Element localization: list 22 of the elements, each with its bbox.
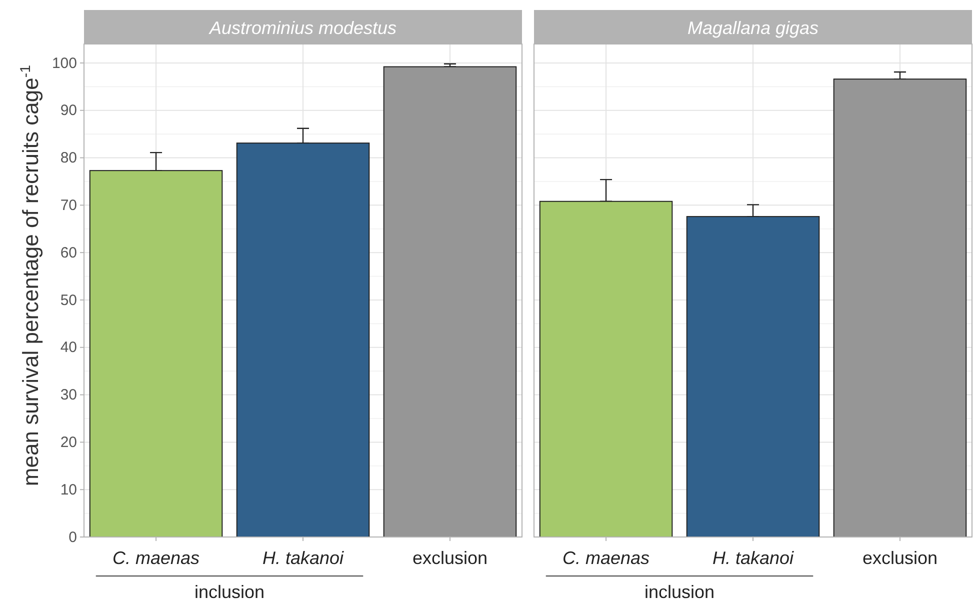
text: inclusion [194, 582, 265, 602]
y-tick-label: 80 [60, 150, 77, 167]
bar [383, 66, 517, 538]
y-tick-label: 90 [60, 102, 77, 120]
y-tick-label: 60 [60, 244, 77, 262]
y-tick-label: 50 [60, 292, 77, 309]
y-tick-label: 40 [60, 339, 77, 356]
x-tick-label: H. takanoi [262, 548, 345, 568]
y-tick-label: 100 [52, 54, 77, 72]
y-tick-label: 30 [60, 386, 77, 404]
x-tick-label: H. takanoi [712, 548, 795, 568]
x-tick-label: C. maenas [562, 548, 650, 568]
x-tick-label: exclusion [412, 548, 488, 568]
y-tick-label: 0 [68, 528, 77, 546]
x-tick-label: exclusion [862, 548, 938, 568]
y-tick-label: 20 [60, 434, 77, 451]
chart-title: Magallana gigas [687, 18, 819, 38]
x-tick-label: C. maenas [112, 548, 200, 568]
y-tick-label: 70 [60, 196, 77, 214]
y-tick-label: 10 [60, 481, 77, 498]
chart-title: Austrominius modestus [208, 18, 397, 38]
text: inclusion [644, 582, 715, 602]
